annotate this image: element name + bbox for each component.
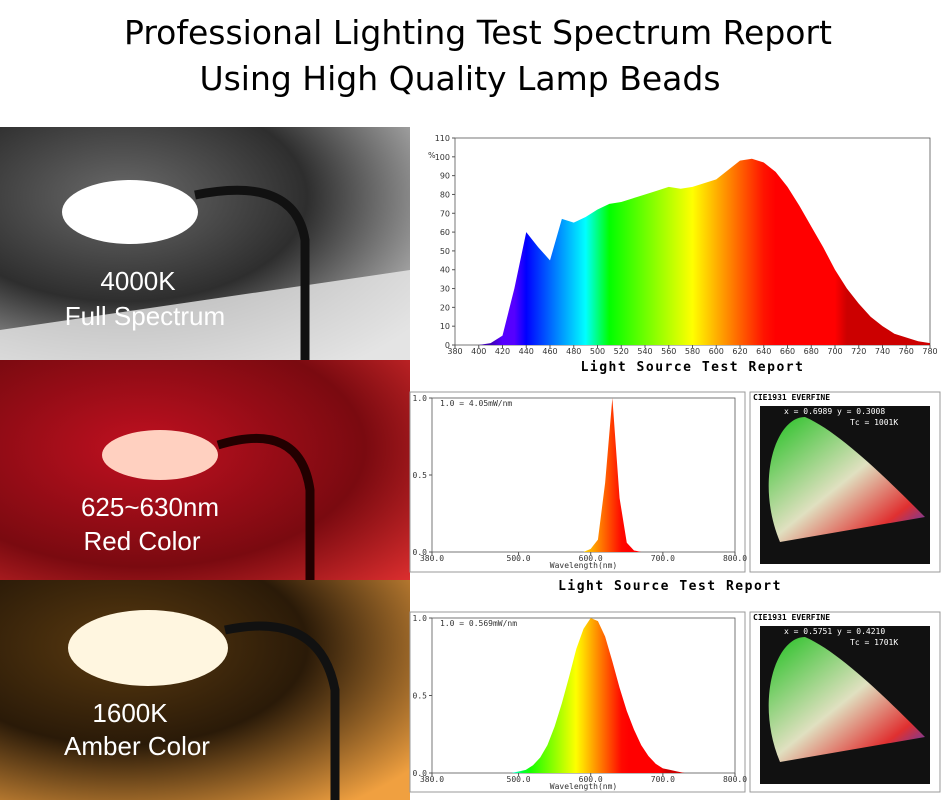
cie-title: CIE1931 EVERFINE — [753, 613, 830, 622]
x-axis-label: Light Source Test Report — [581, 360, 805, 375]
y-tick-label: 1.0 — [413, 394, 428, 403]
annotation: 1.0 = 0.569mW/nm — [440, 619, 517, 628]
cie-locus — [768, 417, 925, 542]
y-tick-label: 0.0 — [413, 769, 428, 778]
x-tick-label: 620 — [732, 347, 747, 356]
spectrum-area — [432, 618, 735, 773]
x-tick-label: 640 — [756, 347, 771, 356]
photo: 4000K Full Spectrum — [0, 127, 410, 360]
x-tick-label: 400 — [471, 347, 486, 356]
x-tick-label: 660 — [780, 347, 795, 356]
x-tick-label: 420 — [495, 347, 510, 356]
x-tick-label: 380.0 — [420, 775, 444, 784]
photo-label: Full Spectrum — [65, 301, 225, 331]
x-tick-label: 700.0 — [651, 554, 675, 563]
y-tick-label: 100 — [435, 153, 450, 162]
x-tick-label: 800.0 — [723, 775, 747, 784]
title: Using High Quality Lamp Beads — [199, 59, 720, 98]
y-tick-label: 0.0 — [413, 548, 428, 557]
x-tick-label: 520 — [614, 347, 629, 356]
y-tick-label: 0.5 — [413, 692, 428, 701]
y-tick-label: 0 — [445, 341, 450, 350]
y-axis-label: % — [428, 151, 436, 160]
x-tick-label: 700.0 — [651, 775, 675, 784]
x-axis-label: Wavelength(nm) — [550, 561, 617, 570]
photo-label: 1600K — [92, 698, 168, 728]
x-tick-label: 600 — [709, 347, 724, 356]
x-tick-label: 600.0 — [579, 775, 603, 784]
y-tick-label: 110 — [435, 134, 450, 143]
x-tick-label: 720 — [851, 347, 866, 356]
cie-tc: Tc = 1701K — [850, 638, 898, 647]
x-tick-label: 560 — [661, 347, 676, 356]
x-tick-label: 440 — [519, 347, 534, 356]
x-tick-label: 740 — [875, 347, 890, 356]
y-tick-label: 90 — [440, 172, 450, 181]
x-tick-label: 680 — [804, 347, 819, 356]
x-tick-label: 500.0 — [507, 554, 531, 563]
photo-label: 625~630nm — [81, 492, 219, 522]
x-tick-label: 380 — [447, 347, 462, 356]
x-tick-label: 780 — [922, 347, 937, 356]
x-tick-label: 760 — [899, 347, 914, 356]
x-tick-label: 540 — [637, 347, 652, 356]
cie-locus — [768, 637, 925, 762]
photo-label: 4000K — [100, 266, 176, 296]
y-tick-label: 20 — [440, 303, 450, 312]
cie-coords: x = 0.5751 y = 0.4210 — [784, 627, 885, 636]
y-tick-label: 60 — [440, 228, 450, 237]
y-tick-label: 70 — [440, 209, 450, 218]
cie-title: CIE1931 EVERFINE — [753, 393, 830, 402]
y-tick-label: 50 — [440, 247, 450, 256]
y-tick-label: 10 — [440, 322, 450, 331]
x-tick-label: 800.0 — [723, 554, 747, 563]
cie-tc: Tc = 1001K — [850, 418, 898, 427]
x-tick-label: 460 — [542, 347, 557, 356]
y-tick-label: 0.5 — [413, 471, 428, 480]
chart: 380 400 420 440 460 480 500 520 540 560 580 600 620 6… — [415, 130, 946, 380]
y-tick-label: 80 — [440, 190, 450, 199]
x-tick-label: 500 — [590, 347, 605, 356]
cie-coords: x = 0.6989 y = 0.3008 — [784, 407, 885, 416]
photo: 1600K Amber Color — [0, 580, 410, 800]
x-tick-label: 600.0 — [579, 554, 603, 563]
annotation: 1.0 = 4.05mW/nm — [440, 399, 512, 408]
photo-label: Amber Color — [64, 731, 210, 761]
spectrum-area — [455, 158, 930, 345]
x-tick-label: 500.0 — [507, 775, 531, 784]
chart: 380.0 500.0 600.0 700.0 800.0 0.0 0.5 1.0 Wavele… — [409, 391, 941, 573]
x-tick-label: 580 — [685, 347, 700, 356]
y-tick-label: 30 — [440, 285, 450, 294]
x-tick-label: 480 — [566, 347, 581, 356]
title: Professional Lighting Test Spectrum Repo… — [124, 13, 832, 52]
chart-frame — [409, 391, 746, 573]
x-tick-label: 380.0 — [420, 554, 444, 563]
caption: Light Source Test Report — [558, 579, 782, 594]
y-tick-label: 1.0 — [413, 614, 428, 623]
x-tick-label: 700 — [827, 347, 842, 356]
y-tick-label: 40 — [440, 266, 450, 275]
chart: 380.0 500.0 600.0 700.0 800.0 0.0 0.5 1.0 Wavele… — [409, 611, 941, 793]
x-axis-label: Wavelength(nm) — [550, 782, 617, 791]
photo-label: Red Color — [83, 526, 200, 556]
photo: 625~630nm Red Color — [0, 360, 410, 580]
